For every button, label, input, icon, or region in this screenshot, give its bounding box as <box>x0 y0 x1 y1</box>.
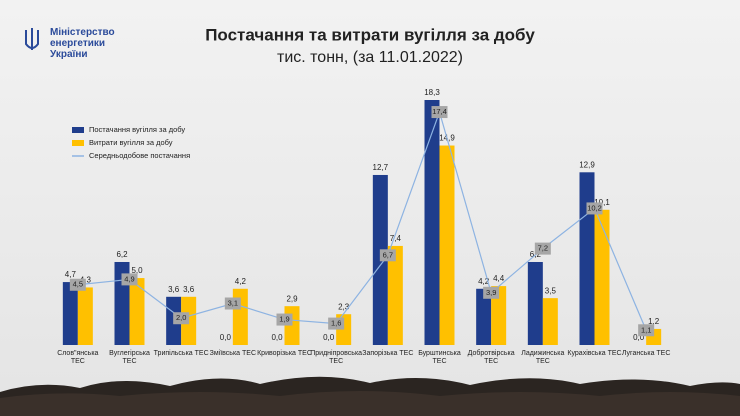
line <box>77 110 647 331</box>
line-label: 2,0 <box>176 313 186 322</box>
line-label: 17,4 <box>432 107 447 116</box>
x-tick-label: Слов"янська ТЕС <box>57 350 99 365</box>
bar <box>439 145 455 345</box>
x-tick-label: Луганська ТЕС <box>621 350 671 357</box>
line-label-box <box>534 242 551 255</box>
line-label-box <box>173 312 190 325</box>
x-tick-label: Добротвірська ТЕС <box>467 350 515 365</box>
value-label: 4,2 <box>478 277 490 286</box>
line-label: 7,2 <box>538 244 548 253</box>
value-label: 0,0 <box>220 333 232 342</box>
line-label: 1,1 <box>641 325 651 334</box>
value-label: 1,2 <box>648 317 660 326</box>
value-label: 2,3 <box>338 302 350 311</box>
line-label-box <box>328 317 345 330</box>
line-label-box <box>224 297 241 310</box>
ministry-name: Міністерство <box>50 27 115 38</box>
coal-decoration <box>0 376 740 416</box>
bar <box>387 245 403 345</box>
line-label: 6,7 <box>383 250 393 259</box>
bar <box>579 172 595 345</box>
value-label: 12,9 <box>579 160 595 169</box>
x-tick-label: Ладижинська ТЕС <box>521 350 565 365</box>
value-label: 7,4 <box>390 234 402 243</box>
chart-title: Постачання та витрати вугілля за добу <box>205 25 535 44</box>
value-label: 18,3 <box>424 88 440 97</box>
x-tick-label: Бурштинська ТЕС <box>418 350 461 365</box>
bar <box>424 100 440 345</box>
bar <box>62 282 78 345</box>
bar <box>232 288 248 345</box>
legend-label: Постачання вугілля за добу <box>89 125 185 134</box>
line-label-box <box>121 273 138 286</box>
x-tick-label: Криворізька ТЕС <box>257 350 312 357</box>
x-tick-label: Зміївська ТЕС <box>209 350 257 357</box>
value-label: 0,0 <box>633 333 645 342</box>
line-label-box <box>638 324 655 337</box>
chart-subtitle: тис. тонн, (за 11.01.2022) <box>277 49 463 66</box>
line-label: 4,5 <box>73 280 83 289</box>
x-tick-label: Трипільська ТЕС <box>153 350 209 357</box>
bar <box>542 298 558 345</box>
value-label: 4,7 <box>65 270 77 279</box>
bar <box>129 278 145 345</box>
line-label-box <box>69 278 86 291</box>
legend-label: Витрати вугілля за добу <box>89 138 173 147</box>
value-label: 5,0 <box>131 266 143 275</box>
value-label: 4,4 <box>493 274 505 283</box>
line-label-box <box>586 202 603 215</box>
legend-label: Середньодобове постачання <box>89 151 190 160</box>
value-label: 6,2 <box>116 250 128 259</box>
line-label: 4,9 <box>124 274 134 283</box>
ministry-name: України <box>50 49 88 60</box>
value-label: 12,7 <box>373 163 389 172</box>
line-label-box <box>431 106 448 119</box>
x-tick-label: Курахівська ТЕС <box>567 350 622 357</box>
x-tick-label: Вуглегірська ТЕС <box>109 350 150 365</box>
line-label: 3,9 <box>486 288 496 297</box>
value-label: 0,0 <box>323 333 335 342</box>
value-label: 2,9 <box>286 294 298 303</box>
bar <box>476 288 492 345</box>
bar <box>491 286 507 345</box>
bar <box>594 209 610 345</box>
line-label: 3,1 <box>228 298 238 307</box>
bar <box>284 306 300 345</box>
value-label: 3,6 <box>168 285 180 294</box>
value-label: 3,5 <box>545 286 557 295</box>
bar <box>527 261 543 345</box>
line-label: 1,6 <box>331 319 341 328</box>
line-label: 10,2 <box>587 203 602 212</box>
x-tick-label: Запорізька ТЕС <box>362 350 414 357</box>
line-label-box <box>379 249 396 262</box>
line-label: 1,9 <box>279 315 289 324</box>
value-label: 0,0 <box>271 333 283 342</box>
legend-swatch <box>72 140 84 146</box>
ministry-name: енергетики <box>50 38 106 49</box>
line-label-box <box>276 313 293 326</box>
legend-swatch <box>72 127 84 133</box>
logo <box>25 28 39 50</box>
value-label: 10,1 <box>594 198 610 207</box>
x-tick-label: Придніпровська ТЕС <box>310 350 363 365</box>
value-label: 4,2 <box>235 277 247 286</box>
value-label: 3,6 <box>183 285 195 294</box>
line-label-box <box>483 286 500 299</box>
bar <box>77 287 93 345</box>
